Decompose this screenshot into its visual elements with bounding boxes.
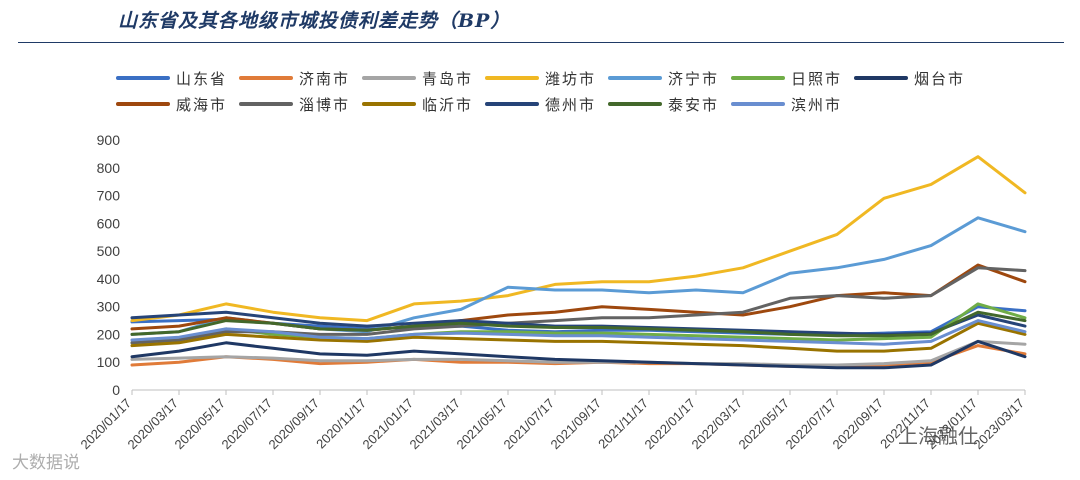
chart-title: 山东省及其各地级市城投债利差走势（BP） bbox=[118, 10, 511, 32]
x-tick-label: 2022/09/17 bbox=[829, 396, 886, 453]
y-tick-label: 800 bbox=[97, 160, 121, 176]
series-line-潍坊市 bbox=[130, 155, 1027, 323]
y-tick-label: 700 bbox=[97, 188, 121, 204]
legend-label: 日照市 bbox=[791, 70, 842, 88]
watermark-right: 上海融仕 bbox=[898, 424, 978, 448]
y-tick-label: 900 bbox=[97, 132, 121, 148]
legend-label: 滨州市 bbox=[791, 96, 842, 114]
y-tick-label: 500 bbox=[97, 243, 121, 259]
x-tick-label: 2021/09/17 bbox=[547, 396, 604, 453]
x-tick-label: 2023/03/17 bbox=[970, 396, 1027, 453]
watermark-left: 大数据说 bbox=[12, 453, 80, 473]
legend-label: 淄博市 bbox=[299, 96, 350, 114]
y-tick-label: 300 bbox=[97, 299, 121, 315]
legend-label: 山东省 bbox=[176, 70, 227, 88]
series-line-日照市 bbox=[130, 302, 1027, 345]
y-tick-label: 600 bbox=[97, 215, 121, 231]
title-divider bbox=[18, 42, 1064, 43]
legend-label: 威海市 bbox=[176, 96, 227, 114]
series-line-烟台市 bbox=[130, 339, 1027, 370]
legend-label: 潍坊市 bbox=[545, 70, 596, 88]
legend-label: 泰安市 bbox=[668, 96, 719, 114]
series-line-泰安市 bbox=[130, 310, 1027, 338]
legend-label: 德州市 bbox=[545, 96, 596, 114]
series-line-青岛市 bbox=[130, 339, 1027, 367]
legend-label: 青岛市 bbox=[422, 70, 473, 88]
legend-label: 临沂市 bbox=[422, 96, 473, 114]
y-tick-label: 100 bbox=[97, 354, 121, 370]
series-line-滨州市 bbox=[130, 319, 1027, 346]
y-tick-label: 0 bbox=[112, 382, 120, 398]
y-tick-label: 400 bbox=[97, 271, 121, 287]
legend-label: 济南市 bbox=[299, 70, 350, 88]
legend-label: 济宁市 bbox=[668, 70, 719, 88]
series-line-临沂市 bbox=[130, 321, 1027, 353]
y-tick-label: 200 bbox=[97, 326, 121, 342]
x-tick-label: 2020/09/17 bbox=[265, 396, 322, 453]
legend-label: 烟台市 bbox=[914, 70, 965, 88]
